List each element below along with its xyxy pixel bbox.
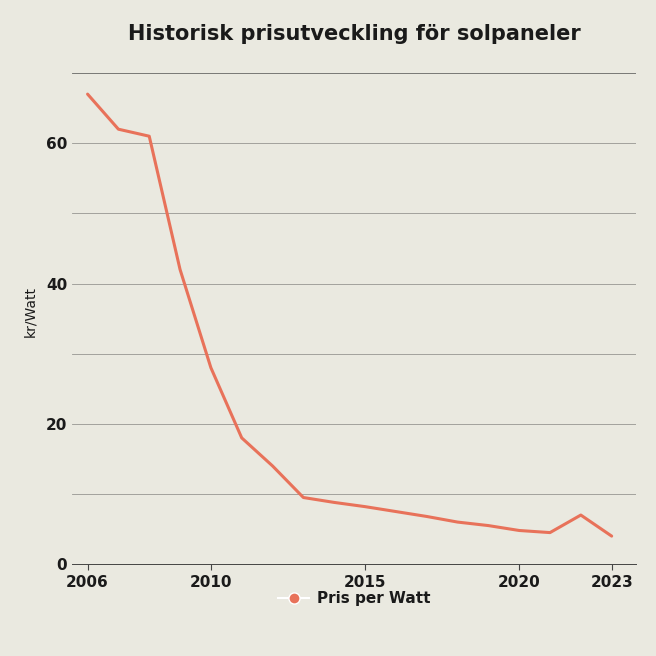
Y-axis label: kr/Watt: kr/Watt [24, 286, 37, 337]
Legend: Pris per Watt: Pris per Watt [272, 585, 436, 612]
Title: Historisk prisutveckling för solpaneler: Historisk prisutveckling för solpaneler [128, 24, 581, 43]
